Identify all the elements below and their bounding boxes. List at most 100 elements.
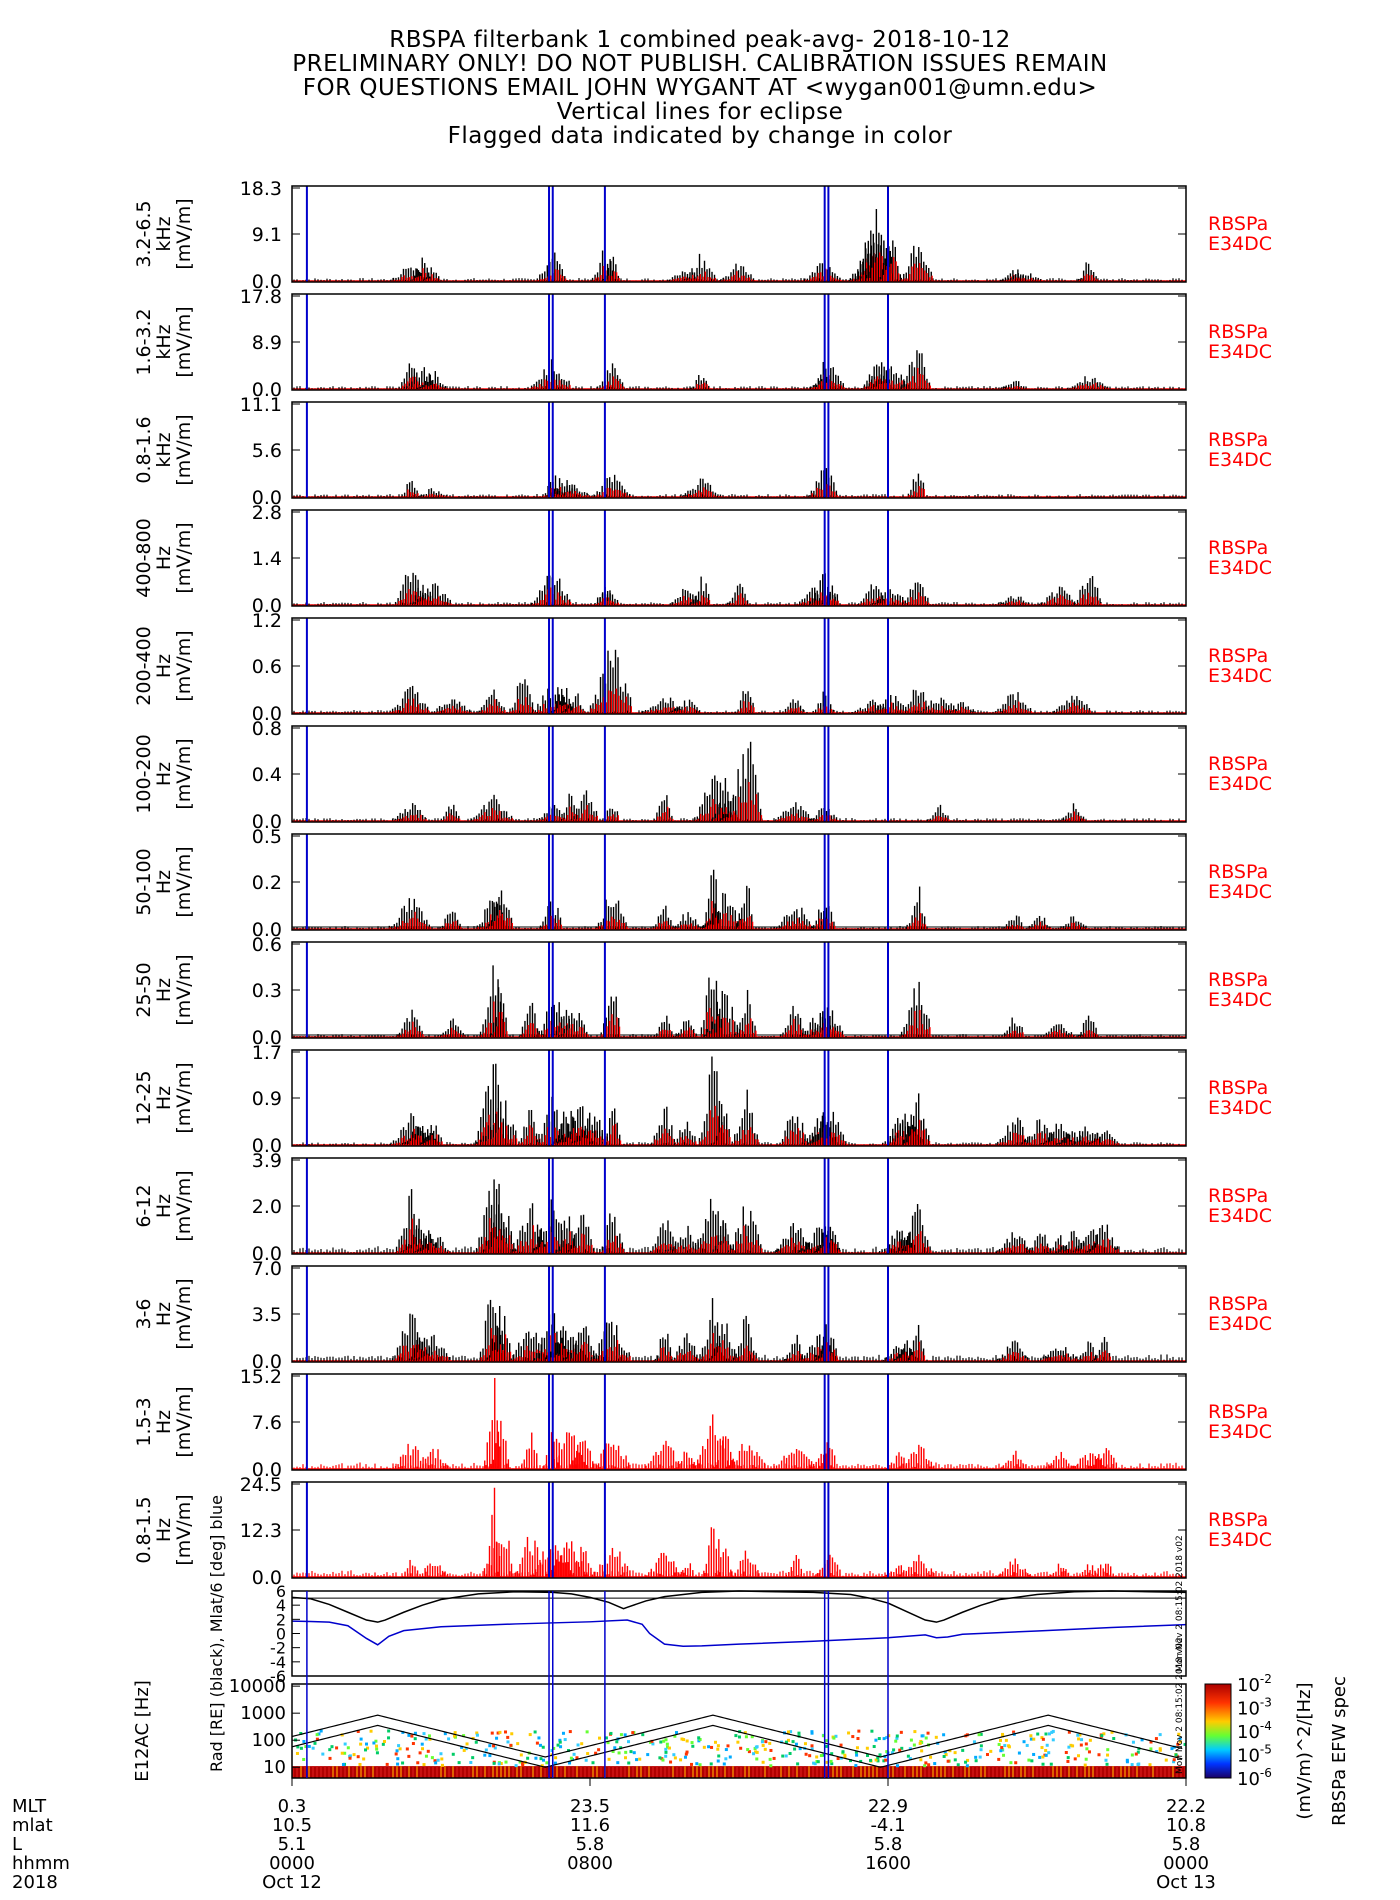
burst-cluster [548, 484, 592, 497]
y-tick-label: 0.4 [252, 764, 282, 786]
burst-cluster [536, 804, 567, 821]
band-label: 400-800 [133, 518, 155, 597]
burst-cluster [995, 596, 1030, 605]
burst-cluster [690, 576, 711, 605]
y-tick-label: 0.0 [252, 703, 282, 725]
burst-cluster [720, 263, 755, 281]
ylabel: [mV/m] [173, 630, 195, 701]
ylabel: [mV/m] [173, 522, 195, 593]
band-label: 50-100 [133, 848, 155, 915]
panel-frame [291, 617, 1187, 715]
burst-cluster [736, 885, 754, 929]
burst-cluster [440, 804, 461, 821]
burst-cluster [773, 907, 814, 929]
burst-cluster [439, 911, 462, 929]
probe-label: RBSPa [1208, 321, 1268, 343]
burst-cluster [1003, 915, 1024, 929]
burst-cluster [668, 699, 702, 713]
burst-cluster [595, 899, 628, 929]
y-tick-label: 5.6 [252, 440, 282, 462]
burst-cluster [570, 790, 598, 821]
burst-cluster [907, 473, 925, 497]
antenna-label: E34DC [1208, 449, 1272, 471]
y-tick-label: 17.8 [240, 286, 282, 308]
burst-cluster [589, 649, 633, 713]
burst-cluster [1038, 586, 1077, 605]
burst-cluster [485, 890, 514, 929]
unit-label: kHz [153, 432, 175, 467]
burst-cluster [1053, 695, 1091, 713]
y-tick-label: 0.6 [252, 656, 282, 678]
burst-cluster [536, 252, 567, 281]
panel-frame [291, 509, 1187, 607]
band-label: 0.8-1.6 [133, 416, 155, 483]
burst-cluster [478, 689, 506, 713]
y-tick-label: 0.5 [252, 826, 282, 848]
burst-cluster [997, 380, 1028, 389]
burst-cluster [412, 583, 452, 605]
burst-cluster [653, 795, 674, 821]
burst-cluster [1060, 803, 1085, 821]
burst-cluster [1000, 273, 1043, 281]
burst-cluster [401, 480, 419, 497]
burst-cluster [591, 474, 632, 497]
antenna-label: E34DC [1208, 341, 1272, 363]
burst-cluster [734, 691, 755, 713]
probe-label: RBSPa [1208, 213, 1268, 235]
ylabel: [mV/m] [173, 414, 195, 485]
burst-cluster [389, 685, 430, 713]
burst-cluster [532, 687, 570, 713]
band-label: 1.6-3.2 [133, 308, 155, 375]
burst-cluster [726, 583, 750, 605]
antenna-label: E34DC [1208, 557, 1272, 579]
y-tick-label: 9.1 [252, 224, 282, 246]
burst-cluster [782, 699, 805, 713]
burst-cluster [1074, 576, 1102, 605]
burst-cluster [596, 363, 625, 389]
burst-cluster [415, 488, 448, 497]
unit-label: Hz [153, 870, 175, 894]
unit-label: kHz [153, 216, 175, 251]
burst-cluster [902, 582, 930, 605]
burst-cluster [509, 679, 534, 713]
burst-cluster [388, 898, 431, 929]
band-label: 3.2-6.5 [133, 200, 155, 267]
burst-cluster [702, 869, 721, 929]
probe-label: RBSPa [1208, 645, 1268, 667]
burst-cluster [417, 371, 447, 389]
warning-line-2: FOR QUESTIONS EMAIL JOHN WYGANT AT <wyga… [302, 75, 1098, 101]
y-tick-label: 8.9 [252, 332, 282, 354]
burst-cluster [900, 245, 933, 281]
y-tick-label: 18.3 [240, 178, 282, 200]
y-tick-label: 0.0 [252, 811, 282, 833]
unit-label: Hz [153, 762, 175, 786]
burst-cluster [530, 359, 571, 389]
burst-cluster [679, 478, 722, 497]
burst-cluster [562, 693, 585, 713]
eclipse-note: Vertical lines for eclipse [556, 99, 844, 125]
probe-label: RBSPa [1208, 537, 1268, 559]
antenna-label: E34DC [1208, 233, 1272, 255]
band-label: 200-400 [133, 626, 155, 705]
unit-label: Hz [153, 546, 175, 570]
panel-frame [291, 293, 1187, 391]
burst-cluster [470, 794, 514, 821]
burst-cluster [642, 697, 685, 713]
ylabel: [mV/m] [173, 198, 195, 269]
warning-line-1: PRELIMINARY ONLY! DO NOT PUBLISH. CALIBR… [292, 51, 1108, 77]
burst-cluster [391, 803, 427, 821]
y-tick-label: 1.4 [252, 548, 282, 570]
burst-cluster [927, 804, 950, 821]
y-tick-label: 11.1 [240, 394, 282, 416]
burst-cluster [602, 256, 620, 281]
burst-cluster [808, 468, 838, 497]
panel-frame [291, 185, 1187, 283]
